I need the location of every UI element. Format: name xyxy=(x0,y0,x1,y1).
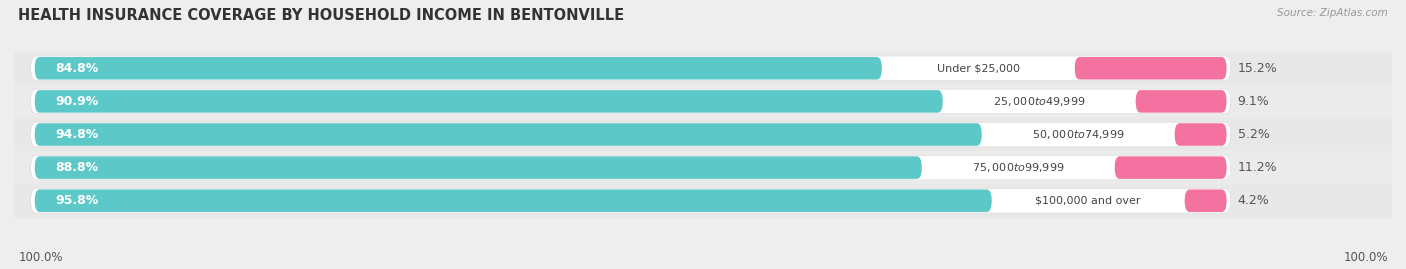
Text: 84.8%: 84.8% xyxy=(55,62,98,75)
FancyBboxPatch shape xyxy=(1136,90,1226,113)
FancyBboxPatch shape xyxy=(35,123,981,146)
FancyBboxPatch shape xyxy=(1074,57,1226,80)
Bar xyxy=(14,52,1392,85)
FancyBboxPatch shape xyxy=(1174,123,1226,146)
FancyBboxPatch shape xyxy=(1185,189,1226,212)
Text: 95.8%: 95.8% xyxy=(55,194,98,207)
Text: 15.2%: 15.2% xyxy=(1237,62,1278,75)
FancyBboxPatch shape xyxy=(1115,156,1226,179)
FancyBboxPatch shape xyxy=(35,156,922,179)
FancyBboxPatch shape xyxy=(31,189,1230,213)
Text: $100,000 and over: $100,000 and over xyxy=(1035,196,1140,206)
Text: $75,000 to $99,999: $75,000 to $99,999 xyxy=(972,161,1064,174)
Bar xyxy=(14,85,1392,118)
FancyBboxPatch shape xyxy=(35,90,943,113)
Text: $25,000 to $49,999: $25,000 to $49,999 xyxy=(993,95,1085,108)
Text: HEALTH INSURANCE COVERAGE BY HOUSEHOLD INCOME IN BENTONVILLE: HEALTH INSURANCE COVERAGE BY HOUSEHOLD I… xyxy=(18,8,624,23)
Text: 9.1%: 9.1% xyxy=(1237,95,1270,108)
Bar xyxy=(14,151,1392,184)
Text: Source: ZipAtlas.com: Source: ZipAtlas.com xyxy=(1277,8,1388,18)
Text: 100.0%: 100.0% xyxy=(1343,251,1388,264)
FancyBboxPatch shape xyxy=(31,122,1230,147)
Bar xyxy=(14,184,1392,217)
Bar xyxy=(14,118,1392,151)
FancyBboxPatch shape xyxy=(35,189,991,212)
Text: Under $25,000: Under $25,000 xyxy=(936,63,1019,73)
Text: 94.8%: 94.8% xyxy=(55,128,98,141)
Text: $50,000 to $74,999: $50,000 to $74,999 xyxy=(1032,128,1125,141)
Text: 90.9%: 90.9% xyxy=(55,95,98,108)
Text: 100.0%: 100.0% xyxy=(18,251,63,264)
FancyBboxPatch shape xyxy=(35,57,882,80)
Text: 88.8%: 88.8% xyxy=(55,161,98,174)
Text: 4.2%: 4.2% xyxy=(1237,194,1270,207)
FancyBboxPatch shape xyxy=(31,155,1230,180)
FancyBboxPatch shape xyxy=(31,89,1230,114)
Text: 11.2%: 11.2% xyxy=(1237,161,1277,174)
FancyBboxPatch shape xyxy=(31,56,1230,80)
Text: 5.2%: 5.2% xyxy=(1237,128,1270,141)
